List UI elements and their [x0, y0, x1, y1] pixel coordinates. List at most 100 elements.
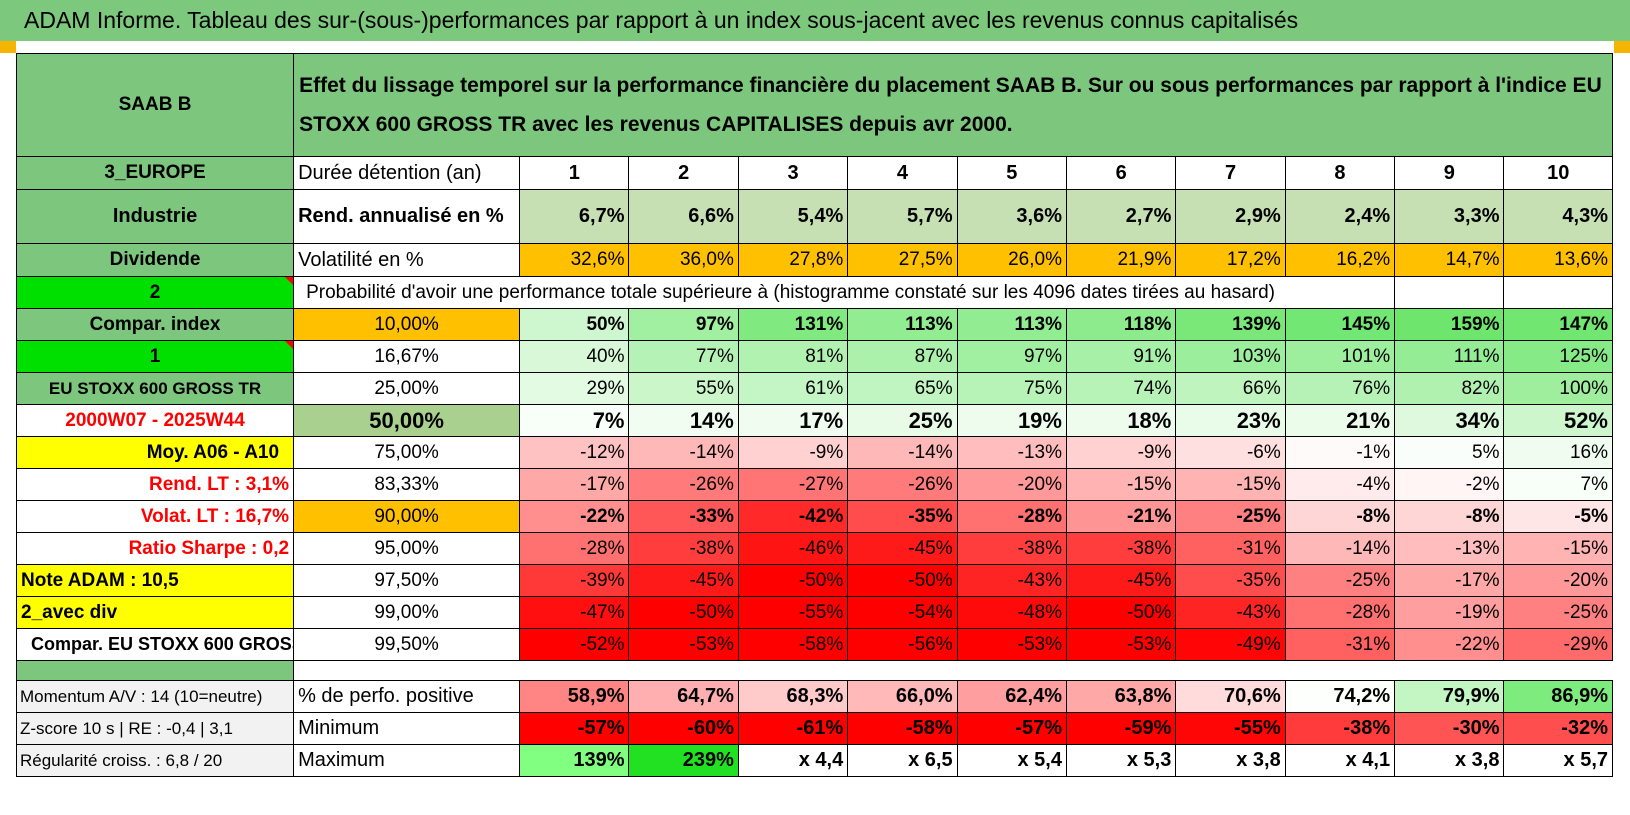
volat-value: 13,6%	[1503, 243, 1613, 277]
threshold-value: 75,00%	[293, 436, 521, 469]
pct-pos-value: 70,6%	[1175, 680, 1286, 713]
prob-cell: 40%	[519, 340, 630, 373]
prob-cell: 21%	[1284, 404, 1396, 437]
prob-cell: 75%	[956, 372, 1067, 405]
threshold-value: 99,50%	[293, 628, 521, 661]
min-value: -57%	[519, 712, 630, 745]
rend-lt-label: Rend. LT : 3,1%	[15, 468, 295, 501]
empty-cell	[1503, 276, 1613, 309]
min-value: -59%	[1065, 712, 1177, 745]
prob-cell: -6%	[1175, 436, 1286, 469]
prob-cell: 145%	[1284, 308, 1396, 341]
rend-value: 2,4%	[1284, 189, 1396, 244]
pct-pos-value: 64,7%	[628, 680, 739, 713]
prob-cell: -17%	[519, 468, 630, 501]
max-value: x 5,4	[956, 744, 1067, 777]
zscore-label: Z-score 10 s | RE : -0,4 | 3,1	[15, 712, 295, 745]
prob-cell: -45%	[628, 564, 739, 597]
prob-cell: -49%	[1175, 628, 1286, 661]
prob-cell: -19%	[1394, 596, 1505, 629]
prob-cell: -43%	[956, 564, 1067, 597]
prob-cell: 50%	[519, 308, 630, 341]
prob-cell: 19%	[956, 404, 1067, 437]
prob-cell: 91%	[1065, 340, 1177, 373]
compar-text: Compar. EU STOXX 600 GROSS TR	[15, 628, 295, 661]
prob-cell: -50%	[847, 564, 958, 597]
threshold-value: 25,00%	[293, 372, 521, 405]
volat-value: 14,7%	[1394, 243, 1505, 277]
threshold-value: 10,00%	[293, 308, 521, 341]
prob-cell: 131%	[737, 308, 849, 341]
min-label: Minimum	[293, 712, 521, 745]
prob-cell: -28%	[519, 532, 630, 565]
threshold-value: 83,33%	[293, 468, 521, 501]
volat-value: 16,2%	[1284, 243, 1396, 277]
prob-cell: 18%	[1065, 404, 1177, 437]
prob-cell: -25%	[1284, 564, 1396, 597]
prob-cell: 17%	[737, 404, 849, 437]
prob-cell: -20%	[1503, 564, 1613, 597]
prob-cell: 16%	[1503, 436, 1613, 469]
index-name: EU STOXX 600 GROSS TR	[15, 372, 295, 405]
volat-value: 27,5%	[847, 243, 958, 277]
prob-cell: -45%	[847, 532, 958, 565]
max-value: x 5,7	[1503, 744, 1613, 777]
prob-cell: -48%	[956, 596, 1067, 629]
rend-value: 3,3%	[1394, 189, 1505, 244]
prob-cell: 125%	[1503, 340, 1613, 373]
prob-cell: 61%	[737, 372, 849, 405]
performance-table: SAAB B Effet du lissage temporel sur la p…	[15, 53, 1613, 777]
prob-cell: -42%	[737, 500, 849, 533]
prob-cell: -50%	[628, 596, 739, 629]
selector-2[interactable]: 1	[15, 340, 295, 373]
prob-cell: 34%	[1394, 404, 1505, 437]
prob-cell: 97%	[628, 308, 739, 341]
prob-cell: 147%	[1503, 308, 1613, 341]
rend-value: 3,6%	[956, 189, 1067, 244]
threshold-value: 97,50%	[293, 564, 521, 597]
year-header: 1	[519, 156, 630, 190]
sector-label: Industrie	[15, 189, 295, 244]
regularite-label: Régularité croiss. : 6,8 / 20	[15, 744, 295, 777]
prob-cell: -56%	[847, 628, 958, 661]
momentum-label: Momentum A/V : 14 (10=neutre)	[15, 680, 295, 713]
prob-cell: -20%	[956, 468, 1067, 501]
min-value: -61%	[737, 712, 849, 745]
moy-label: Moy. A06 - A10	[15, 436, 295, 469]
prob-cell: -22%	[519, 500, 630, 533]
prob-cell: -31%	[1284, 628, 1396, 661]
volat-value: 36,0%	[628, 243, 739, 277]
spacer-cell	[15, 660, 295, 681]
prob-cell: 52%	[1503, 404, 1613, 437]
prob-cell: -35%	[847, 500, 958, 533]
max-value: x 3,8	[1394, 744, 1505, 777]
prob-cell: -15%	[1065, 468, 1177, 501]
prob-cell: 29%	[519, 372, 630, 405]
max-value: 239%	[628, 744, 739, 777]
prob-cell: -53%	[628, 628, 739, 661]
prob-cell: -2%	[1394, 468, 1505, 501]
prob-cell: -45%	[1065, 564, 1177, 597]
prob-cell: -35%	[1175, 564, 1286, 597]
max-label: Maximum	[293, 744, 521, 777]
prob-cell: -47%	[519, 596, 630, 629]
prob-cell: -17%	[1394, 564, 1505, 597]
prob-cell: 97%	[956, 340, 1067, 373]
description: Effet du lissage temporel sur la perform…	[293, 53, 1613, 157]
prob-cell: 65%	[847, 372, 958, 405]
prob-cell: -25%	[1503, 596, 1613, 629]
prob-cell: -26%	[628, 468, 739, 501]
selector-1[interactable]: 2	[15, 276, 295, 309]
min-value: -30%	[1394, 712, 1505, 745]
prob-cell: -21%	[1065, 500, 1177, 533]
sharpe-label: Ratio Sharpe : 0,2	[15, 532, 295, 565]
volat-label: Volatilité en %	[293, 243, 521, 277]
volat-value: 17,2%	[1175, 243, 1286, 277]
prob-cell: 113%	[847, 308, 958, 341]
rend-value: 5,7%	[847, 189, 958, 244]
spacer-cell	[294, 661, 1613, 681]
prob-cell: -43%	[1175, 596, 1286, 629]
pct-pos-value: 74,2%	[1284, 680, 1396, 713]
prob-cell: 55%	[628, 372, 739, 405]
pct-pos-value: 62,4%	[956, 680, 1067, 713]
